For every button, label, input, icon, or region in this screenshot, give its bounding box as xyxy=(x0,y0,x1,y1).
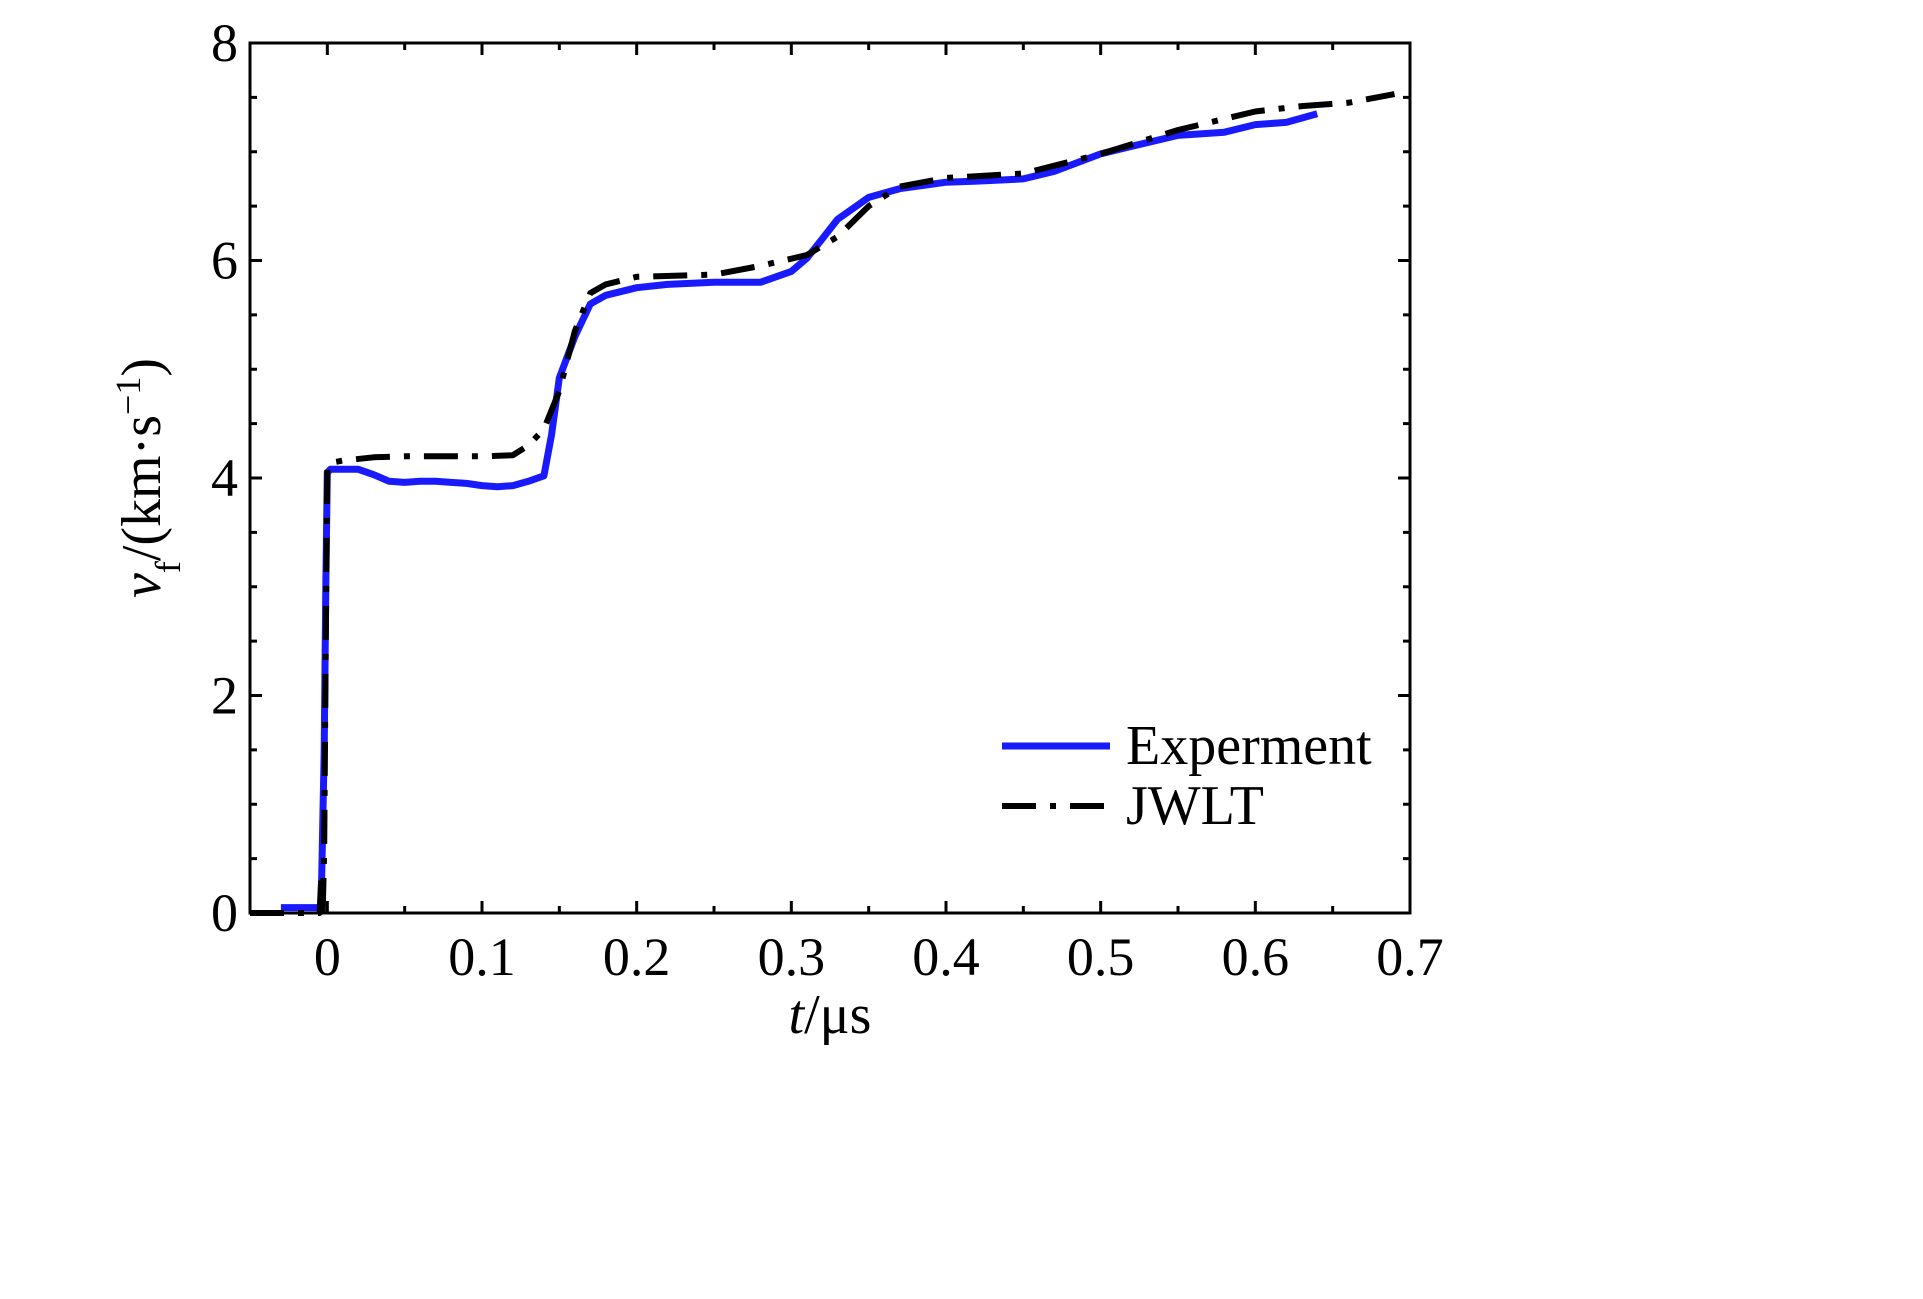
x-tick-label: 0.3 xyxy=(758,927,826,987)
x-tick-label: 0 xyxy=(314,927,341,987)
y-axis-title-close: ) xyxy=(111,358,173,377)
x-tick-label: 0.6 xyxy=(1222,927,1290,987)
legend-label-jwlt: JWLT xyxy=(1126,775,1264,837)
x-tick-label: 0.2 xyxy=(603,927,671,987)
legend: Experment JWLT xyxy=(1002,715,1372,837)
x-tick-labels: 0 0.1 0.2 0.3 0.4 0.5 0.6 0.7 xyxy=(314,927,1444,987)
y-tick-label: 2 xyxy=(211,666,238,726)
series-line-experment xyxy=(280,110,1319,912)
x-axis-title-var: t xyxy=(789,984,806,1046)
y-tick-label: 6 xyxy=(211,231,238,291)
x-axis-title: t/μs xyxy=(789,984,872,1046)
y-tick-labels: 0 2 4 6 8 xyxy=(211,13,238,943)
series-line-jwlt xyxy=(250,91,1396,916)
x-tick-label: 0.1 xyxy=(448,927,516,987)
x-tick-label: 0.7 xyxy=(1376,927,1444,987)
x-axis-title-unit: /μs xyxy=(804,984,871,1046)
legend-label-experment: Experment xyxy=(1126,715,1372,777)
y-tick-label: 0 xyxy=(211,883,238,943)
y-axis-title-sub: f xyxy=(148,561,188,573)
plot-area xyxy=(248,41,1412,916)
y-tick-label: 4 xyxy=(211,448,238,508)
y-axis-title-var: v xyxy=(111,573,173,598)
ticks-layer xyxy=(248,41,1412,915)
y-axis-title: vf/(km·s−1) xyxy=(108,358,188,598)
y-axis-title-unit: /(km·s xyxy=(111,415,173,561)
y-axis-title-sup: −1 xyxy=(108,377,148,415)
x-tick-label: 0.5 xyxy=(1067,927,1135,987)
y-tick-label: 8 xyxy=(211,13,238,73)
x-tick-label: 0.4 xyxy=(912,927,980,987)
series-layer xyxy=(250,91,1396,916)
